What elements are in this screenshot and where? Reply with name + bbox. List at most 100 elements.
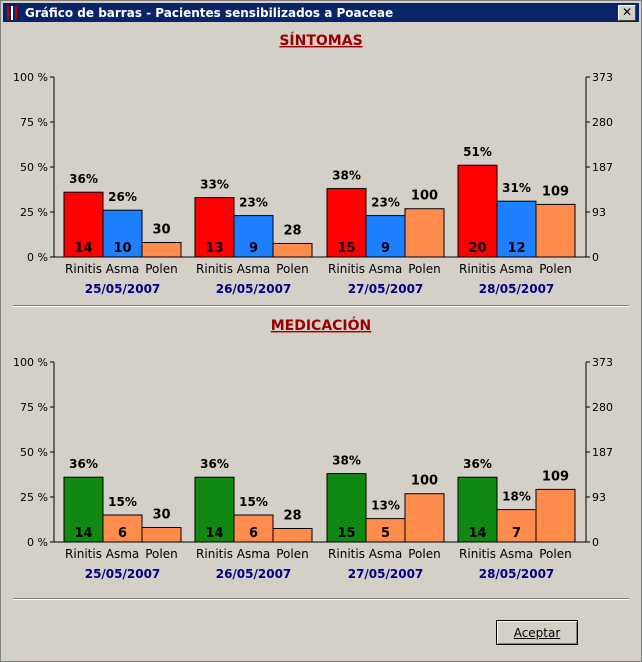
date-label: 28/05/2007 [479,282,555,296]
bar-count-label: 6 [249,526,258,541]
bar-top-label: 23% [371,196,400,210]
bar-rinitis [326,473,367,543]
bar-top-label: 38% [332,454,361,468]
bar-polen [272,242,313,258]
right-tick-label: 280 [592,401,613,414]
bar-top-label: 26% [108,190,137,204]
bar-rinitis [326,188,367,258]
right-tick-label: 0 [592,536,599,549]
bar-top-label: 13% [371,499,400,513]
bar-category-label: Rinitis [196,262,233,276]
bar-count-label: 14 [205,526,223,541]
bar-count-label: 5 [381,526,390,541]
bar-polen [404,493,445,543]
bar-rinitis [457,164,498,258]
bar-category-label: Asma [369,547,403,561]
bar-polen [141,527,182,543]
bar-top-label: 51% [463,145,492,159]
bar-asma [233,215,274,258]
bar-count-label: 15 [337,526,355,541]
bar-category-label: Asma [500,262,534,276]
bar-rinitis [194,476,235,543]
right-tick-label: 93 [592,491,606,504]
bar-top-label: 36% [69,457,98,471]
left-tick-label: 0 % [27,251,48,264]
left-tick-label: 50 % [20,161,48,174]
bar-asma [102,514,143,543]
window-title: Gráfico de barras - Pacientes sensibiliz… [25,5,394,20]
bar-count-label: 6 [118,526,127,541]
bar-count-label: 15 [337,241,355,256]
left-tick-label: 0 % [27,536,48,549]
bar-count-label: 13 [205,241,223,256]
chart-divider [13,305,629,307]
date-label: 25/05/2007 [85,282,161,296]
accept-button-label: Aceptar [513,625,561,640]
app-icon [7,5,21,20]
bar-top-label: 23% [239,196,268,210]
bar-polen [272,527,313,543]
bar-category-label: Rinitis [459,262,496,276]
bar-top-label: 33% [200,178,229,192]
right-tick-label: 373 [592,356,613,369]
bar-count-label: 20 [468,241,486,256]
bar-category-label: Polen [539,262,571,276]
bar-category-label: Polen [539,547,571,561]
bar-rinitis [63,476,104,543]
left-tick-label: 25 % [20,206,48,219]
bar-top-label: 38% [332,169,361,183]
bar-count-label: 9 [249,241,258,256]
bar-count-label: 14 [74,241,92,256]
bar-polen [404,208,445,258]
bar-category-label: Polen [276,262,308,276]
bar-top-label: 100 [411,474,438,489]
bar-top-label: 15% [108,495,137,509]
left-tick-label: 100 % [13,71,48,84]
bar-count-label: 14 [468,526,486,541]
bar-category-label: Rinitis [65,262,102,276]
bar-category-label: Polen [145,547,177,561]
bar-category-label: Polen [408,547,440,561]
bar-count-label: 14 [74,526,92,541]
close-icon[interactable]: ✕ [618,4,636,21]
bar-category-label: Asma [106,262,140,276]
accept-button[interactable]: Aceptar [496,620,578,645]
bar-top-label: 31% [502,181,531,195]
title-bar[interactable]: Gráfico de barras - Pacientes sensibiliz… [3,3,639,22]
right-tick-label: 187 [592,161,613,174]
left-tick-label: 100 % [13,356,48,369]
bar-category-label: Asma [369,262,403,276]
right-tick-label: 187 [592,446,613,459]
bar-asma [102,209,143,258]
date-label: 28/05/2007 [479,567,555,581]
left-tick-label: 75 % [20,401,48,414]
bar-top-label: 30 [152,508,170,523]
bar-count-label: 12 [507,241,525,256]
bar-top-label: 36% [69,172,98,186]
left-tick-label: 75 % [20,116,48,129]
footer-divider [13,598,629,600]
bar-top-label: 109 [542,184,569,199]
bar-top-label: 36% [463,457,492,471]
bar-count-label: 9 [381,241,390,256]
bar-category-label: Asma [106,547,140,561]
bar-rinitis [194,197,235,258]
bar-category-label: Rinitis [328,547,365,561]
bar-top-label: 30 [152,223,170,238]
chart-title: SÍNTOMAS [279,32,362,49]
bar-category-label: Rinitis [196,547,233,561]
bar-polen [141,242,182,258]
bar-top-label: 18% [502,490,531,504]
date-label: 27/05/2007 [348,567,424,581]
bar-top-label: 15% [239,495,268,509]
bar-top-label: 28 [283,223,301,238]
right-tick-label: 280 [592,116,613,129]
bar-category-label: Polen [276,547,308,561]
bar-category-label: Asma [500,547,534,561]
bar-category-label: Rinitis [65,547,102,561]
bar-category-label: Rinitis [328,262,365,276]
bar-category-label: Asma [237,547,271,561]
